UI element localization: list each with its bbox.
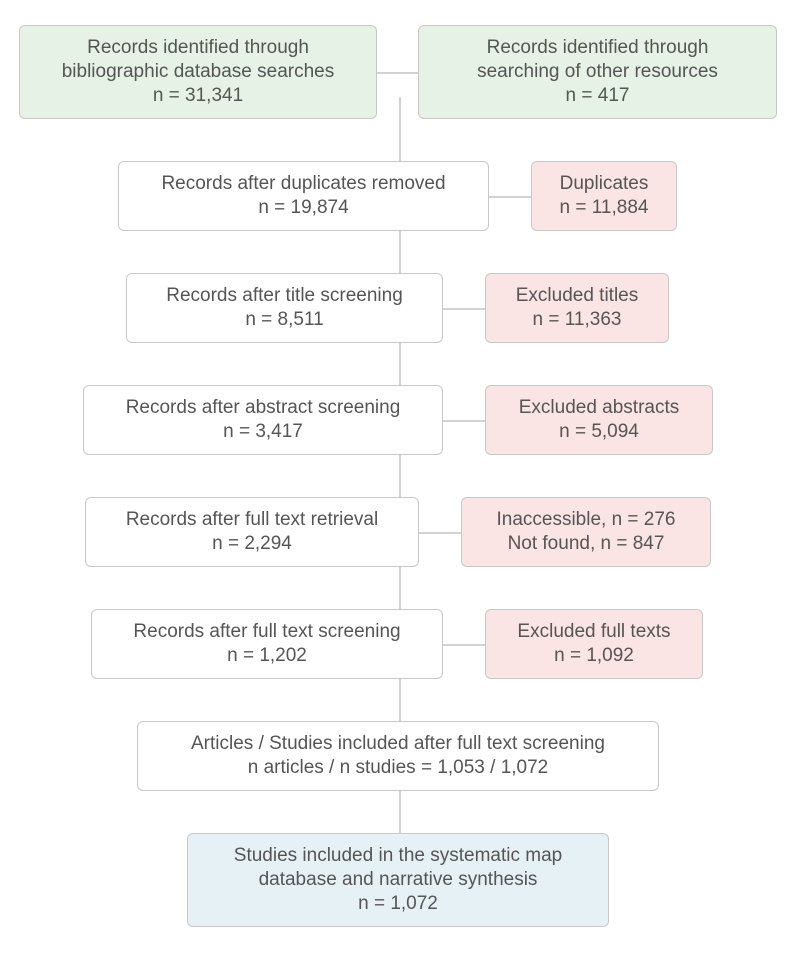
excluded-abstracts-box: Excluded abstracts n = 5,094 (485, 385, 713, 455)
dedup-count: n = 19,874 (258, 197, 349, 218)
other-resources-box: Records identified through searching of … (418, 25, 777, 119)
title-screening-label: Records after title screening (166, 285, 403, 306)
duplicates-box: Duplicates n = 11,884 (531, 161, 677, 231)
final-studies-box: Studies included in the systematic map d… (187, 833, 609, 927)
included-articles-count: n articles / n studies = 1,053 / 1,072 (247, 757, 549, 778)
included-articles-label: Articles / Studies included after full t… (191, 733, 605, 754)
final-studies-line1: Studies included in the systematic map (233, 845, 563, 866)
title-screening-box: Records after title screening n = 8,511 (126, 273, 443, 343)
duplicates-label: Duplicates (559, 173, 649, 194)
title-screening-count: n = 8,511 (245, 309, 324, 330)
other-resources-line2: searching of other resources (477, 61, 718, 82)
other-resources-line1: Records identified through (486, 37, 709, 58)
final-studies-count: n = 1,072 (358, 893, 438, 914)
full-text-screening-count: n = 1,202 (227, 645, 307, 666)
final-studies-line2: database and narrative synthesis (258, 869, 538, 890)
excluded-full-texts-box: Excluded full texts n = 1,092 (485, 609, 703, 679)
excluded-titles-count: n = 11,363 (532, 309, 622, 330)
abstract-screening-label: Records after abstract screening (125, 397, 401, 418)
excluded-abstracts-count: n = 5,094 (559, 421, 639, 442)
inaccessible-label: Inaccessible, n = 276 (496, 509, 676, 530)
dedup-box: Records after duplicates removed n = 19,… (118, 161, 489, 231)
duplicates-count: n = 11,884 (559, 197, 649, 218)
full-text-retrieval-box: Records after full text retrieval n = 2,… (85, 497, 419, 567)
abstract-screening-box: Records after abstract screening n = 3,4… (83, 385, 443, 455)
full-text-screening-label: Records after full text screening (133, 621, 401, 642)
full-text-retrieval-count: n = 2,294 (212, 533, 292, 554)
excluded-abstracts-label: Excluded abstracts (518, 397, 680, 418)
excluded-full-texts-count: n = 1,092 (554, 645, 634, 666)
full-text-screening-box: Records after full text screening n = 1,… (91, 609, 443, 679)
included-articles-box: Articles / Studies included after full t… (137, 721, 659, 791)
excluded-titles-label: Excluded titles (515, 285, 639, 306)
abstract-screening-count: n = 3,417 (223, 421, 303, 442)
inaccessible-box: Inaccessible, n = 276 Not found, n = 847 (461, 497, 711, 567)
database-search-line2: bibliographic database searches (61, 61, 335, 82)
dedup-label: Records after duplicates removed (161, 173, 446, 194)
database-search-count: n = 31,341 (152, 85, 244, 106)
excluded-full-texts-label: Excluded full texts (517, 621, 671, 642)
database-search-box: Records identified through bibliographic… (19, 25, 377, 119)
other-resources-count: n = 417 (565, 85, 630, 106)
full-text-retrieval-label: Records after full text retrieval (125, 509, 379, 530)
excluded-titles-box: Excluded titles n = 11,363 (485, 273, 669, 343)
database-search-line1: Records identified through (87, 37, 309, 58)
not-found-label: Not found, n = 847 (507, 533, 665, 554)
